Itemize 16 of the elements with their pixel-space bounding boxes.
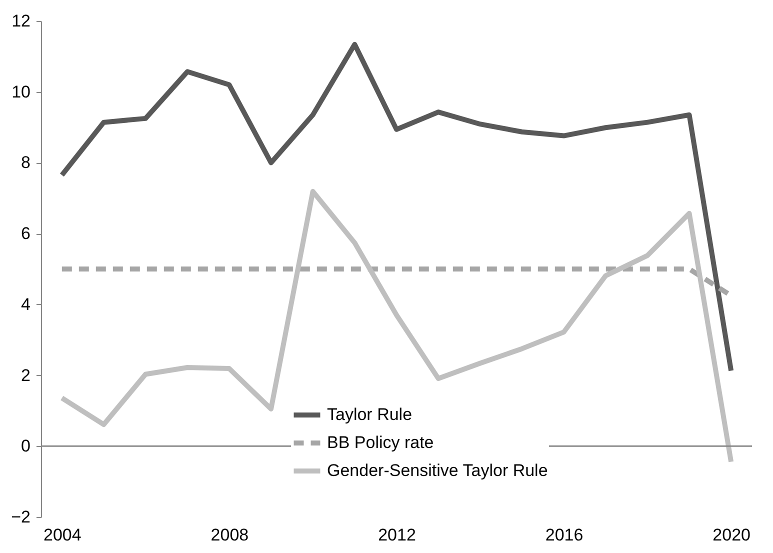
y-tick-label: 10	[12, 82, 30, 102]
x-tick-label: 2020	[712, 526, 750, 544]
x-tick-label: 2012	[378, 526, 416, 544]
y-tick-label: 2	[21, 366, 30, 385]
y-tick-label: 8	[21, 153, 30, 172]
y-tick-label: 6	[21, 224, 30, 244]
y-tick-label: −2	[11, 508, 30, 526]
y-tick-label: 4	[21, 294, 30, 314]
legend-label: BB Policy rate	[327, 433, 434, 452]
legend-label: Gender-Sensitive Taylor Rule	[327, 461, 548, 480]
y-tick-label: 12	[12, 12, 30, 30]
x-tick-label: 2016	[545, 526, 584, 544]
x-tick-label: 2004	[44, 526, 82, 544]
legend-label: Taylor Rule	[327, 405, 412, 424]
y-tick-label: 0	[21, 436, 30, 456]
x-tick-label: 2008	[210, 526, 249, 544]
